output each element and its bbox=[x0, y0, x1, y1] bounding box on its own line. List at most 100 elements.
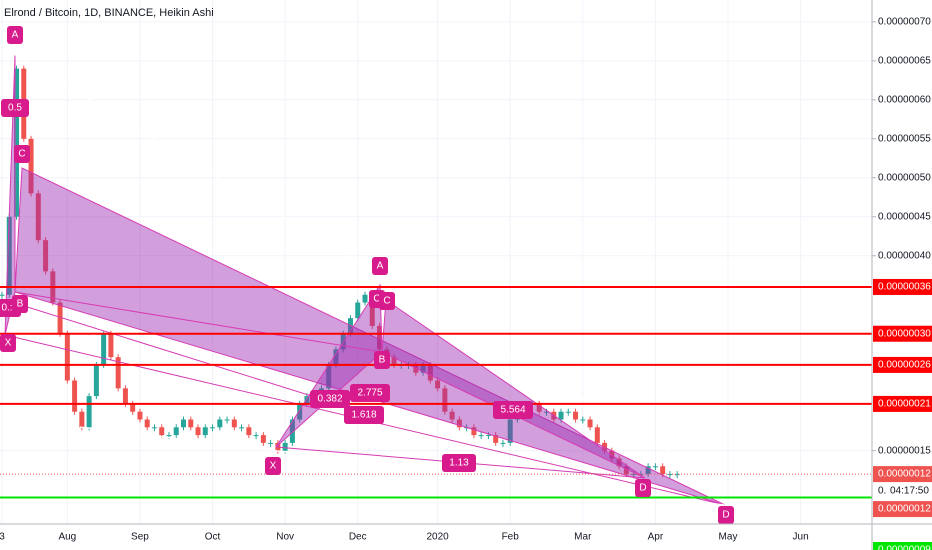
candle bbox=[122, 388, 128, 404]
chart-title: Elrond / Bitcoin, 1D, BINANCE, Heikin As… bbox=[4, 7, 214, 19]
level-label-bg bbox=[873, 356, 932, 373]
annotation-bg bbox=[718, 506, 734, 524]
x-tick-label: Oct bbox=[205, 532, 221, 543]
candle bbox=[565, 411, 571, 413]
candle bbox=[57, 302, 63, 334]
candle bbox=[202, 427, 208, 436]
candle bbox=[173, 427, 179, 436]
price-label: 0.00000012 bbox=[878, 469, 931, 480]
annotation: 1.13 bbox=[449, 458, 469, 469]
candle bbox=[28, 138, 34, 194]
candle bbox=[137, 411, 143, 420]
trend-line bbox=[79, 426, 726, 506]
annotation-bg bbox=[379, 292, 395, 310]
trend-line bbox=[14, 54, 719, 481]
annotation-bg bbox=[442, 454, 476, 472]
candle bbox=[558, 411, 564, 420]
candle bbox=[355, 302, 361, 319]
annotation: A bbox=[12, 30, 19, 41]
candle bbox=[369, 294, 375, 326]
annotation: D bbox=[722, 510, 729, 521]
candle bbox=[362, 294, 368, 303]
candle bbox=[391, 357, 397, 365]
annotation: B bbox=[17, 299, 24, 310]
y-tick-label: 0.00000015 bbox=[878, 445, 931, 456]
level-label: 0.00000021 bbox=[878, 399, 931, 410]
x-tick-label: 3 bbox=[0, 532, 5, 543]
price-axis-panel bbox=[872, 0, 932, 550]
level-label: 0.00000026 bbox=[878, 360, 931, 371]
candle bbox=[493, 435, 499, 443]
candle bbox=[420, 364, 426, 373]
annotation: 0.5 bbox=[8, 103, 22, 114]
candle bbox=[413, 364, 419, 373]
countdown-prefix: 0. bbox=[878, 486, 886, 497]
x-tick-label: Sep bbox=[131, 532, 149, 543]
annotation-bg bbox=[310, 390, 350, 408]
pattern-line bbox=[14, 291, 383, 353]
candle bbox=[587, 419, 593, 428]
annotation: D bbox=[639, 483, 646, 494]
candle bbox=[246, 427, 252, 436]
annotation: 5.564 bbox=[500, 405, 525, 416]
candle bbox=[188, 419, 194, 428]
candle bbox=[536, 403, 542, 412]
candle bbox=[500, 442, 506, 444]
x-tick-label: Dec bbox=[349, 532, 367, 543]
candle bbox=[224, 419, 230, 421]
annotation-bg bbox=[1, 99, 29, 117]
candle bbox=[210, 427, 216, 429]
candle bbox=[239, 427, 245, 429]
y-tick-label: 0.00000040 bbox=[878, 250, 931, 261]
support-label: 0.00000009 bbox=[878, 545, 931, 550]
candle bbox=[623, 466, 629, 475]
x-tick-label: Nov bbox=[276, 532, 294, 543]
axes: 0.00000070 0.00000065 0.00000060 0.00000055… bbox=[0, 16, 932, 550]
candle bbox=[507, 419, 513, 443]
annotation: C bbox=[373, 294, 380, 305]
x-tick-label: May bbox=[719, 532, 738, 543]
candle bbox=[181, 419, 186, 428]
annotation: 0.382 bbox=[317, 394, 342, 405]
candle bbox=[645, 466, 651, 475]
annotation: X bbox=[5, 338, 12, 349]
candle bbox=[297, 403, 303, 420]
candle bbox=[573, 411, 579, 420]
x-tick-label: Jun bbox=[793, 532, 809, 543]
annotation-bg bbox=[265, 457, 281, 475]
candle bbox=[217, 419, 223, 428]
grid bbox=[0, 0, 872, 524]
annotation: 0.: bbox=[1, 303, 12, 314]
annotation: C bbox=[383, 296, 390, 307]
countdown: 04:17:50 bbox=[890, 486, 929, 497]
candle bbox=[151, 427, 157, 429]
annotation-bg bbox=[7, 26, 23, 44]
level-label: 0.00000036 bbox=[878, 282, 931, 293]
y-tick-label: 0.00000060 bbox=[878, 94, 931, 105]
candle bbox=[544, 411, 549, 413]
candle bbox=[456, 419, 462, 428]
price-label: 0.00000012 bbox=[878, 504, 931, 515]
x-tick-label: Mar bbox=[574, 532, 592, 543]
annotation-bg bbox=[635, 479, 651, 497]
y-tick-label: 0.00000050 bbox=[878, 172, 931, 183]
candle bbox=[449, 411, 455, 420]
level-label-bg bbox=[873, 395, 932, 412]
patterns bbox=[4, 54, 726, 506]
price-label-bg bbox=[873, 466, 932, 483]
candle bbox=[427, 364, 433, 381]
candle bbox=[674, 474, 680, 476]
annotation: 1.618 bbox=[351, 410, 376, 421]
annotation: A bbox=[377, 261, 384, 272]
candle bbox=[159, 427, 165, 436]
candle bbox=[260, 435, 266, 443]
candle bbox=[101, 333, 107, 365]
level-label-bg bbox=[873, 278, 932, 295]
x-tick-label: 2020 bbox=[426, 532, 449, 543]
candle bbox=[478, 435, 484, 437]
countdown-bg bbox=[886, 483, 932, 500]
candle bbox=[35, 193, 41, 241]
candle bbox=[14, 68, 20, 217]
